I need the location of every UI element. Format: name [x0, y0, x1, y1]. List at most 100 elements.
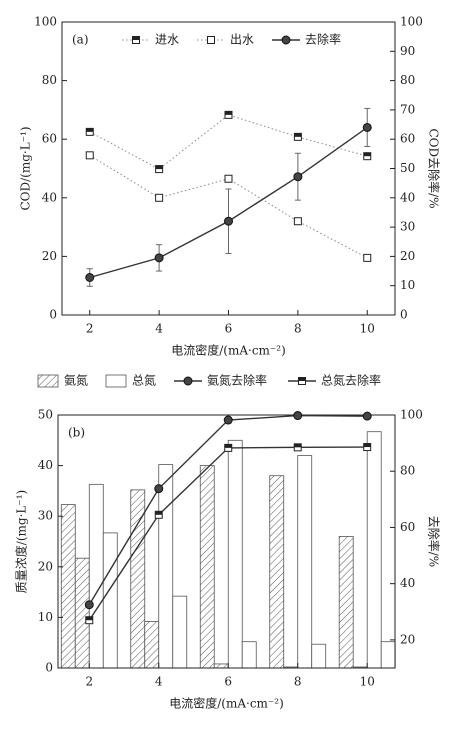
bar [88, 483, 104, 669]
y-tick-label: 30 [38, 509, 53, 523]
legend-dot [281, 35, 291, 45]
y-tick-label: 40 [42, 190, 57, 204]
bar [311, 643, 327, 669]
marker [362, 411, 372, 421]
x-axis-title: 电流密度/(mA·cm⁻²) [171, 343, 286, 358]
y-tick-label: 20 [42, 249, 57, 263]
legend-label: 总氮 [132, 373, 156, 388]
marker [85, 616, 94, 625]
bar [269, 475, 285, 669]
y2-tick-label: 10 [400, 278, 415, 292]
marker [155, 193, 164, 202]
y-tick-label: 50 [38, 408, 53, 422]
y2-tick-label: 80 [400, 73, 415, 87]
marker-half [85, 616, 93, 621]
y-axis-title: COD/(mg·L⁻¹) [19, 126, 33, 210]
bar [380, 641, 396, 669]
marker-dot [362, 411, 372, 421]
marker-dot [85, 272, 95, 282]
x-tick-label: 6 [224, 675, 232, 689]
bar [158, 464, 174, 669]
panel-label: (a) [72, 33, 89, 47]
marker [85, 151, 94, 160]
bar [241, 641, 257, 669]
legend-item: 进水 [122, 33, 179, 47]
y2-tick-label: 70 [400, 102, 415, 116]
marker [85, 272, 95, 282]
y2-tick-label: 40 [400, 190, 415, 204]
marker-dot [223, 415, 233, 425]
marker [363, 152, 372, 161]
y2-tick-label: 0 [400, 308, 408, 322]
y2-axis-title: COD去除率/% [427, 128, 442, 208]
bar [172, 595, 188, 669]
bar [74, 557, 90, 669]
marker-square [85, 151, 94, 160]
marker-dot [84, 600, 94, 610]
x-tick-label: 10 [360, 675, 375, 689]
marker [224, 110, 233, 119]
y2-tick-label: 100 [400, 408, 423, 422]
legend-marker [298, 377, 306, 385]
bar [297, 455, 313, 669]
legend-label: 出水 [230, 33, 254, 47]
marker-half [224, 444, 232, 448]
legend-label: 氨氮去除率 [207, 373, 267, 388]
legend-marker [183, 376, 193, 386]
bar [227, 439, 243, 669]
marker-square [363, 253, 372, 262]
marker [293, 411, 303, 421]
legend-label: 去除率 [305, 32, 341, 47]
marker-dot [362, 122, 372, 132]
bar [338, 536, 354, 669]
legend-marker [281, 35, 291, 45]
marker [362, 122, 372, 132]
marker [155, 165, 164, 174]
marker [223, 415, 233, 425]
legend-item: 出水 [197, 33, 254, 47]
y2-axis-title: 去除率/% [427, 516, 442, 567]
legend-item: 氨氮 [37, 373, 88, 388]
marker-half [294, 133, 302, 137]
y-tick-label: 60 [42, 132, 57, 146]
y-tick-label: 100 [34, 15, 57, 29]
y2-tick-label: 60 [400, 520, 415, 534]
legend-label: 氨氮 [64, 373, 88, 388]
y-tick-label: 40 [38, 458, 53, 472]
bar [366, 431, 382, 669]
marker-square [224, 174, 233, 183]
marker [363, 443, 372, 452]
marker [293, 172, 303, 182]
legend-label: 总氮去除率 [321, 373, 381, 388]
legend-half [132, 36, 140, 40]
y2-tick-label: 60 [400, 132, 415, 146]
bar [199, 465, 215, 669]
marker [293, 443, 302, 452]
marker [154, 510, 163, 519]
legend-dot [183, 376, 193, 386]
marker [224, 174, 233, 183]
marker [293, 217, 302, 226]
plot-frame [57, 414, 396, 669]
marker [224, 216, 233, 226]
y2-tick-label: 30 [400, 220, 415, 234]
y2-tick-label: 100 [400, 15, 423, 29]
x-tick-label: 10 [360, 322, 375, 336]
marker [363, 253, 372, 262]
marker-half [363, 443, 371, 448]
legend-swatch [105, 374, 127, 388]
y-tick-label: 20 [38, 559, 53, 573]
y2-tick-label: 80 [400, 464, 415, 478]
y-axis-title: 质量浓度/(mg·L⁻¹) [14, 490, 29, 593]
marker-dot [293, 172, 303, 182]
legend-square [207, 36, 215, 44]
y2-tick-label: 50 [400, 161, 415, 175]
legend-item: 总氮 [105, 373, 156, 388]
bar [102, 532, 118, 669]
marker-dot [154, 484, 164, 494]
legend-half [298, 377, 306, 381]
marker [85, 127, 94, 136]
y2-tick-label: 40 [400, 576, 415, 590]
marker-square [155, 193, 164, 202]
